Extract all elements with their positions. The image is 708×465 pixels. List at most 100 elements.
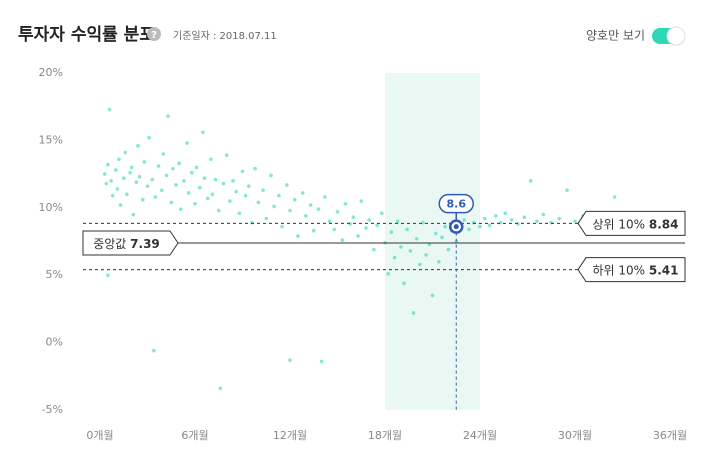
point	[280, 224, 284, 229]
y-tick-label: 20%	[39, 66, 63, 79]
point	[224, 153, 229, 158]
y-tick-label: -5%	[42, 403, 63, 416]
point	[351, 215, 356, 220]
point	[171, 166, 175, 171]
point	[264, 216, 269, 221]
toggle[interactable]	[652, 26, 686, 46]
point	[478, 224, 482, 229]
point	[107, 107, 112, 112]
point	[134, 180, 139, 184]
point	[528, 179, 533, 183]
point	[182, 179, 186, 183]
point	[372, 247, 376, 252]
point	[209, 157, 213, 162]
point	[541, 212, 546, 217]
point	[205, 196, 210, 201]
point	[237, 211, 242, 215]
x-tick-label: 0개월	[86, 429, 113, 442]
point	[443, 224, 447, 229]
point	[201, 130, 205, 135]
point	[161, 152, 166, 156]
point	[516, 222, 520, 226]
reference-value: 5.41	[649, 263, 679, 277]
point	[253, 166, 257, 171]
point	[104, 181, 109, 186]
point	[288, 208, 292, 213]
point	[202, 176, 207, 180]
point	[494, 214, 498, 218]
point	[319, 359, 324, 364]
point	[190, 170, 194, 175]
point	[296, 234, 300, 238]
point	[356, 234, 360, 238]
point	[380, 211, 384, 215]
point	[509, 218, 514, 222]
point	[136, 143, 140, 148]
help-icon[interactable]	[147, 27, 161, 41]
x-tick-label: 24개월	[463, 429, 497, 442]
point	[185, 141, 189, 145]
point	[114, 168, 118, 172]
point	[392, 255, 397, 260]
point	[115, 187, 120, 191]
point	[343, 201, 348, 206]
point	[186, 191, 191, 195]
point	[159, 188, 164, 193]
point	[277, 193, 281, 198]
point	[327, 219, 332, 224]
point	[437, 259, 441, 264]
point	[153, 195, 158, 199]
point	[131, 212, 136, 217]
point	[110, 193, 115, 198]
point	[308, 203, 313, 207]
point	[300, 191, 305, 195]
highlight-band	[385, 73, 480, 410]
point	[565, 188, 569, 193]
point	[221, 181, 226, 186]
point	[335, 210, 340, 214]
point	[288, 358, 292, 362]
point	[440, 235, 444, 240]
y-tick-label: 0%	[46, 336, 63, 349]
point	[137, 174, 142, 179]
point	[430, 293, 435, 298]
point	[106, 273, 110, 278]
point	[117, 157, 121, 162]
toggle-knob	[666, 26, 686, 46]
point	[535, 219, 539, 224]
point	[522, 215, 527, 220]
reference-label-box	[82, 230, 179, 256]
point	[125, 192, 129, 197]
point	[433, 231, 438, 236]
point	[348, 222, 352, 226]
point	[102, 172, 107, 176]
point	[128, 170, 132, 175]
reference-name: 하위 10%	[592, 263, 645, 277]
point	[272, 204, 276, 209]
point	[109, 179, 113, 183]
point	[243, 193, 248, 198]
point	[411, 311, 416, 315]
point	[178, 207, 183, 211]
point	[487, 223, 492, 228]
x-tick-label: 30개월	[558, 429, 592, 442]
point	[421, 220, 425, 225]
point	[462, 218, 466, 222]
toggle-label: 양호만 보기	[586, 29, 645, 43]
point	[503, 211, 508, 215]
point	[364, 226, 368, 230]
point	[408, 249, 413, 253]
point	[285, 183, 289, 187]
point	[142, 160, 147, 164]
point	[193, 201, 197, 206]
x-tick-label: 36개월	[653, 429, 687, 442]
reference-label: 하위 10% 5.41	[592, 263, 678, 277]
y-tick-label: 15%	[39, 133, 63, 146]
point	[399, 245, 403, 249]
point	[156, 164, 161, 168]
title: 투자자 수익률 분포	[18, 25, 155, 45]
point	[194, 165, 199, 170]
point	[395, 219, 400, 224]
point	[418, 262, 422, 267]
reference-value: 8.84	[649, 217, 679, 231]
